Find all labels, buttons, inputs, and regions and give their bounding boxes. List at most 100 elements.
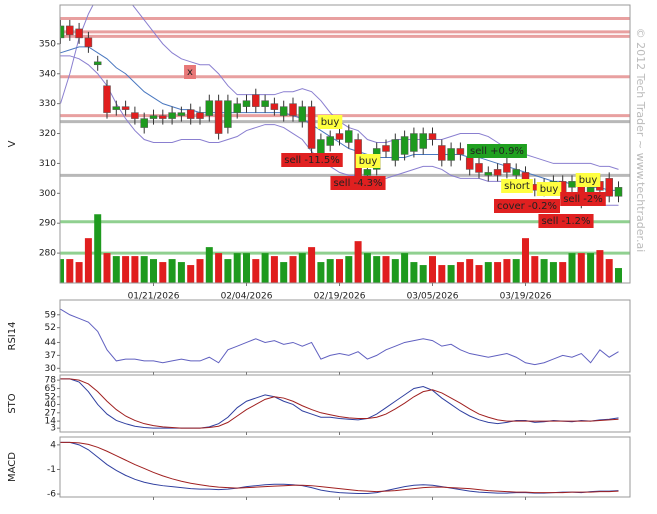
volume-bar (60, 259, 64, 283)
indicator-line (60, 441, 619, 494)
volume-bar (336, 259, 343, 283)
x-tick-label: 01/21/2026 (128, 292, 180, 302)
annotation: short (504, 181, 530, 192)
annotation: buy (579, 175, 598, 186)
volume-bar (466, 259, 474, 283)
y-tick-label: 3 (50, 424, 56, 434)
panel (60, 441, 619, 495)
volume-bar (419, 265, 427, 283)
candle-body (103, 85, 111, 113)
volume-bar (549, 262, 557, 283)
volume-bar (410, 262, 418, 283)
y-axis-label: MACD (7, 452, 18, 482)
annotation-box (560, 192, 606, 206)
volume-bar (233, 253, 241, 283)
candle-body (270, 103, 279, 110)
candle-body (428, 133, 437, 140)
volume-bar (298, 253, 306, 283)
candle-body (568, 181, 576, 188)
y-tick-label: 330 (39, 99, 56, 109)
volume-bar (531, 256, 539, 283)
volume-bar (177, 262, 185, 283)
watermark: © 2012 Tech Trader ~ www.techtrader.ai (634, 28, 647, 253)
annotation: sell -1.2% (541, 216, 590, 227)
y-tick-label: -1 (47, 465, 56, 475)
annotation: buy (359, 156, 378, 167)
volume-bar (308, 247, 316, 283)
indicator-line (60, 308, 619, 366)
indicator-line (60, 378, 619, 429)
y-tick-label: 340 (39, 69, 56, 79)
candle-body (186, 109, 195, 119)
annotation-box (501, 179, 533, 193)
candle-body (391, 139, 400, 161)
annotation: sell -2% (563, 194, 603, 205)
y-tick-label: 30 (45, 364, 57, 374)
volume-bar (512, 259, 520, 283)
x-tick-label: 02/19/2026 (314, 292, 366, 302)
candle-body (345, 130, 353, 143)
volume-bar (382, 256, 390, 283)
annotation: cover -0.2% (497, 201, 557, 212)
volume-bar (261, 253, 269, 283)
candle-body (112, 106, 121, 110)
volume-bar (103, 253, 111, 283)
volume-bar (280, 262, 288, 283)
panel (60, 308, 619, 366)
candle-body (484, 172, 493, 176)
candle-body (605, 178, 613, 197)
candle-body (140, 118, 148, 128)
panel-frame (59, 299, 631, 373)
candle-body (382, 145, 390, 152)
candle-body (168, 112, 176, 119)
candle-body (614, 187, 623, 197)
y-tick-label: 40 (45, 400, 57, 410)
candle-body (214, 100, 223, 134)
y-tick-label: 37 (45, 351, 56, 361)
y-tick-label: 280 (39, 249, 56, 259)
volume-bar (503, 259, 511, 283)
y-tick-label: 14 (45, 417, 57, 427)
volume-bar (494, 262, 502, 283)
candle-body (233, 103, 241, 113)
y-tick-label: 78 (45, 376, 57, 386)
volume-bar (577, 253, 585, 283)
volume-bar (168, 259, 176, 283)
volume-bar (596, 250, 604, 283)
y-axis-label: STO (7, 393, 18, 413)
y-tick-label: 52 (45, 323, 56, 333)
volume-bar (429, 256, 436, 283)
candle-body (456, 148, 465, 155)
y-tick-label: 44 (45, 338, 57, 348)
volume-bar (196, 259, 204, 283)
volume-bar (484, 262, 492, 283)
volume-bar (243, 253, 250, 283)
panel-frame (59, 4, 631, 284)
candle-body (475, 163, 483, 173)
volume-bar (205, 247, 213, 283)
candle-body (279, 106, 288, 116)
panel (60, 378, 619, 429)
y-axis-label: RSI14 (7, 322, 18, 351)
y-tick-label: 65 (45, 384, 56, 394)
annotation: sell +0.9% (470, 146, 524, 157)
candle-body (298, 106, 307, 122)
candle-body (196, 112, 204, 119)
volume-bar (224, 259, 232, 283)
volume-bar (559, 262, 567, 283)
volume-bar (605, 259, 613, 283)
annotation-box (467, 144, 527, 158)
volume-bar (456, 262, 464, 283)
y-tick-label: 350 (39, 39, 56, 49)
volume-bar (75, 262, 83, 283)
candle-body (205, 100, 214, 116)
volume-bar (438, 265, 446, 283)
volume-bar (373, 256, 381, 283)
candle-body (512, 169, 520, 176)
volume-bar (587, 253, 595, 283)
candle-body (363, 169, 372, 176)
volume-bar (215, 253, 223, 283)
candle-body (159, 115, 167, 119)
candle-body (289, 103, 297, 116)
